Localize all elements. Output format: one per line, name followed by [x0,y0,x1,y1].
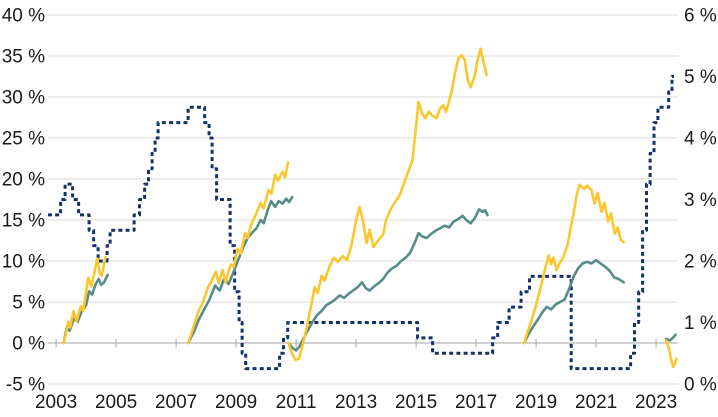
y-axis-label-right: 3 % [684,190,717,211]
y-axis-label-left: 25 % [2,129,45,150]
y-axis-label-left: 30 % [2,88,45,109]
x-axis-label: 2005 [95,392,137,413]
y-axis-label-left: 10 % [2,252,45,273]
y-axis-label-left: -5 % [6,375,45,396]
x-axis-label: 2023 [635,392,677,413]
teal-line-segment [664,333,677,342]
gold-line-segment [664,339,678,369]
y-axis-label-left: 40 % [2,6,45,27]
x-axis-label: 2019 [515,392,557,413]
y-axis-label-right: 5 % [684,67,717,88]
y-axis-label-left: 0 % [12,334,45,355]
teal-line-segment [287,208,489,352]
gold-line-segment [62,255,107,345]
gold-line-segment [522,183,625,345]
y-axis-label-right: 6 % [684,6,717,27]
teal-line-segment [522,258,625,345]
y-axis-label-right: 2 % [684,252,717,273]
y-axis-label-right: 0 % [684,375,717,396]
policy-rate-dotted-line [48,75,675,371]
x-axis-label: 2011 [276,392,317,413]
gold-line-segment [287,47,488,362]
x-axis-label: 2015 [395,392,437,413]
x-axis-label: 2013 [335,392,377,413]
x-axis-label: 2021 [575,392,617,413]
y-axis-label-left: 35 % [2,47,45,68]
x-axis-label: 2009 [215,392,257,413]
y-axis-label-left: 15 % [2,211,45,232]
x-axis-label: 2017 [455,392,497,413]
teal-line-segment [62,273,109,345]
y-axis-label-right: 4 % [684,129,717,150]
x-axis-label: 2007 [155,392,197,413]
y-axis-label-left: 20 % [2,170,45,191]
x-axis-label: 2003 [35,392,77,413]
gold-line-segment [186,161,290,345]
y-axis-label-left: 5 % [12,293,45,314]
y-axis-label-right: 1 % [684,313,717,334]
